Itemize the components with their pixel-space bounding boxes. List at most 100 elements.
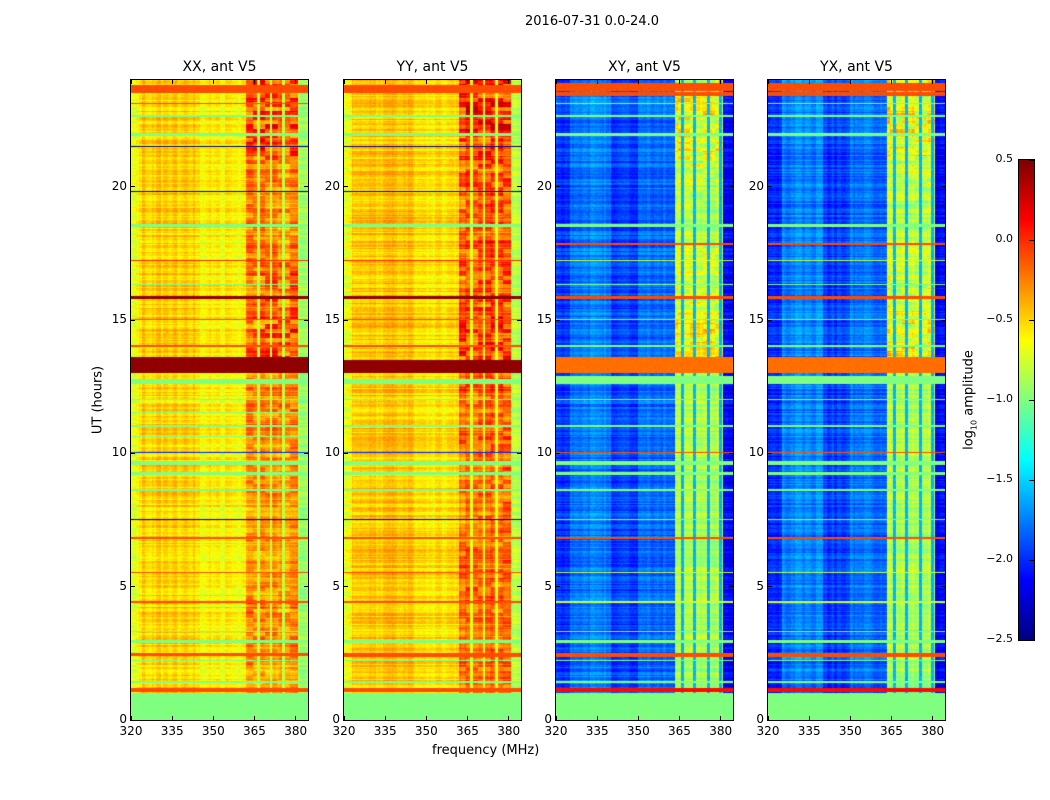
y-tick-mark — [768, 186, 772, 188]
y-tick-mark — [344, 586, 348, 588]
colorbar-label: log10 amplitude — [962, 350, 979, 450]
heatmap-image — [131, 80, 308, 720]
y-tick-mark — [941, 719, 945, 721]
colorbar-tick-label: −1.0 — [986, 392, 1013, 405]
y-tick-mark — [768, 586, 772, 588]
x-tick-mark — [637, 80, 639, 84]
y-tick-label: 20 — [324, 178, 340, 193]
x-tick-label: 350 — [838, 724, 862, 738]
y-tick-label: 15 — [748, 312, 764, 326]
colorbar-tick-mark — [1029, 559, 1034, 561]
x-tick-label: 380 — [709, 724, 733, 738]
y-tick-mark — [941, 186, 945, 188]
colorbar-label-main: log — [961, 430, 977, 450]
x-tick-mark — [555, 80, 557, 84]
colorbar-tick-label: −2.0 — [986, 552, 1013, 565]
x-tick-label: 380 — [497, 724, 521, 738]
panel-title: XY, ant V5 — [608, 59, 681, 75]
panel-title: YY, ant V5 — [396, 59, 469, 75]
x-tick-mark — [253, 80, 255, 84]
y-tick-mark — [131, 186, 135, 188]
y-tick-mark — [131, 319, 135, 321]
x-tick-mark — [384, 716, 386, 720]
x-tick-label: 335 — [585, 724, 609, 738]
x-tick-mark — [720, 80, 722, 84]
x-tick-mark — [295, 80, 297, 84]
x-tick-mark — [890, 716, 892, 720]
x-tick-label: 335 — [797, 724, 821, 738]
x-tick-mark — [808, 80, 810, 84]
y-tick-mark — [304, 186, 308, 188]
colorbar-tick-mark — [1029, 399, 1034, 401]
x-tick-mark — [425, 80, 427, 84]
figure-suptitle: 2016-07-31 0.0-24.0 — [525, 14, 659, 29]
x-tick-label: 320 — [544, 724, 568, 738]
y-tick-label: 5 — [544, 578, 552, 593]
x-tick-mark — [508, 716, 510, 720]
colorbar-tick-label: −0.5 — [986, 312, 1013, 325]
x-tick-mark — [932, 80, 934, 84]
heatmap-panel-0 — [130, 79, 309, 721]
colorbar — [1018, 159, 1035, 641]
x-tick-mark — [425, 716, 427, 720]
y-tick-mark — [517, 452, 521, 454]
y-tick-mark — [517, 586, 521, 588]
heatmap-panel-3 — [767, 79, 946, 721]
x-tick-mark — [678, 716, 680, 720]
y-tick-mark — [768, 719, 772, 721]
y-tick-mark — [131, 586, 135, 588]
y-tick-mark — [131, 719, 135, 721]
y-tick-mark — [729, 319, 733, 321]
y-tick-mark — [941, 319, 945, 321]
x-tick-mark — [466, 716, 468, 720]
x-tick-label: 365 — [456, 724, 479, 738]
y-tick-label: 10 — [111, 445, 127, 460]
y-tick-mark — [729, 452, 733, 454]
y-tick-mark — [517, 719, 521, 721]
x-tick-label: 335 — [373, 724, 397, 738]
y-tick-mark — [304, 319, 308, 321]
y-tick-mark — [729, 186, 733, 188]
y-tick-label: 5 — [756, 578, 764, 593]
y-tick-mark — [344, 452, 348, 454]
x-tick-mark — [508, 80, 510, 84]
y-tick-mark — [941, 586, 945, 588]
x-tick-mark — [596, 716, 598, 720]
y-tick-mark — [304, 719, 308, 721]
colorbar-tick-mark — [1029, 319, 1034, 321]
heatmap-image — [344, 80, 521, 720]
panel-title: YX, ant V5 — [820, 59, 893, 75]
y-tick-label: 20 — [536, 178, 552, 193]
y-tick-label: 15 — [536, 312, 552, 326]
x-tick-mark — [596, 80, 598, 84]
colorbar-tick-mark — [1029, 159, 1034, 161]
x-tick-mark — [295, 716, 297, 720]
x-tick-mark — [171, 716, 173, 720]
x-tick-mark — [767, 716, 769, 720]
x-tick-mark — [212, 716, 214, 720]
y-tick-mark — [556, 319, 560, 321]
y-tick-label: 0 — [756, 712, 764, 726]
x-tick-label: 350 — [414, 724, 438, 738]
y-tick-label: 5 — [332, 578, 340, 593]
x-tick-mark — [849, 80, 851, 84]
x-tick-mark — [849, 716, 851, 720]
y-tick-label: 15 — [324, 312, 340, 326]
y-tick-mark — [729, 719, 733, 721]
x-tick-mark — [637, 716, 639, 720]
y-tick-mark — [304, 586, 308, 588]
y-tick-label: 15 — [111, 312, 127, 326]
x-tick-label: 365 — [243, 724, 266, 738]
x-tick-label: 365 — [668, 724, 691, 738]
x-tick-mark — [130, 716, 132, 720]
y-tick-mark — [517, 319, 521, 321]
panel-title: XX, ant V5 — [182, 59, 257, 75]
colorbar-label-sub: 10 — [969, 419, 979, 431]
x-tick-mark — [171, 80, 173, 84]
heatmap-panel-2 — [555, 79, 734, 721]
y-tick-mark — [131, 452, 135, 454]
x-tick-mark — [343, 80, 345, 84]
y-tick-mark — [941, 452, 945, 454]
x-tick-mark — [678, 80, 680, 84]
